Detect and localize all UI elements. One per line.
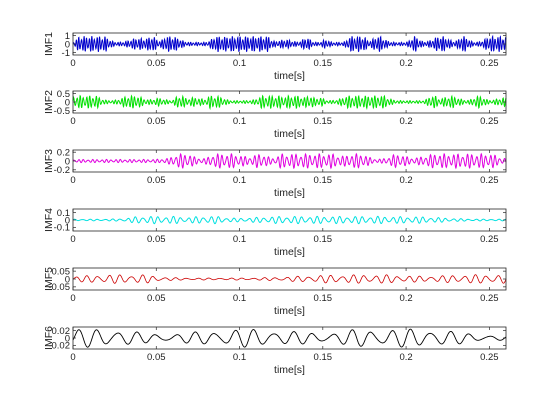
imf-4-ytick-label: -0.1: [54, 223, 70, 234]
imf-2-xlabel: time[s]: [274, 128, 305, 140]
imf-4-series-line: [72, 215, 507, 225]
imf-6-ylabel: IMF6: [43, 326, 55, 350]
imf-1-ytick-label: 0: [65, 39, 70, 50]
imf-4-xtick-label: 0: [70, 234, 75, 245]
imf-4-ytick-label: 0: [65, 215, 70, 226]
imf-3-xtick-label: 0.1: [233, 175, 246, 186]
imf-5-xtick-label: 0.25: [480, 293, 499, 304]
imf-5-xlabel: time[s]: [274, 305, 305, 317]
imf-1-ytick-label: -1: [62, 48, 70, 59]
imf-5-ylabel: IMF5: [43, 267, 55, 291]
imf-2-ytick-label: 0: [65, 97, 70, 108]
imf-2-ylabel: IMF2: [43, 90, 55, 114]
imf-2-ytick-label: -0.5: [54, 106, 70, 117]
imf-3-xtick-label: 0.05: [147, 175, 166, 186]
imf-1-series-line: [72, 34, 507, 53]
imf-5-series-line: [72, 274, 507, 284]
imf-5-xtick-label: 0: [70, 293, 75, 304]
imf-2-xtick-label: 0.1: [233, 116, 246, 127]
imf-3-ytick-label: 0: [65, 156, 70, 167]
imf-1-xtick-label: 0.25: [480, 58, 499, 69]
imf-5-xtick-label: 0.05: [147, 293, 166, 304]
imf-2-xtick-label: 0.2: [399, 116, 412, 127]
imf-4-xtick-label: 0.2: [399, 234, 412, 245]
imf-5-xtick-label: 0.2: [399, 293, 412, 304]
imf-3-series-line: [72, 152, 507, 170]
imf-2-xtick-label: 0.15: [314, 116, 333, 127]
imf-1-xtick-label: 0: [70, 58, 75, 69]
imf-1-xlabel: time[s]: [274, 70, 305, 82]
imf-4-xlabel: time[s]: [274, 246, 305, 258]
imf-1-ytick-label: 1: [65, 31, 70, 42]
imf-5-ytick-label: 0.05: [52, 266, 71, 277]
imf-2-ytick-label: 0.5: [57, 89, 70, 100]
imf-3-xtick-label: 0.15: [314, 175, 333, 186]
imf-4-ylabel: IMF4: [43, 208, 55, 232]
imf-1-xtick-label: 0.05: [147, 58, 166, 69]
imf-5-ytick-label: 0: [65, 274, 70, 285]
imf-6-xtick-label: 0.2: [399, 352, 412, 363]
imf-6-series-line: [72, 328, 507, 348]
imf-4-xtick-label: 0.1: [233, 234, 246, 245]
imf-6-xtick-label: 0.05: [147, 352, 166, 363]
imf-4-ytick-label: 0.1: [57, 208, 70, 219]
imf-6-xtick-label: 0.1: [233, 352, 246, 363]
imf-5-xtick-label: 0.1: [233, 293, 246, 304]
imf-3-xtick-label: 0.2: [399, 175, 412, 186]
imf-4-xtick-label: 0.05: [147, 234, 166, 245]
imf-5-ytick-label: -0.05: [48, 282, 70, 293]
imf-3-ytick-label: -0.2: [54, 165, 70, 176]
imf-2-xtick-label: 0.25: [480, 116, 499, 127]
imf-6-xtick-label: 0.25: [480, 352, 499, 363]
imf-6-ytick-label: 0.02: [52, 326, 71, 337]
imf-6-ytick-label: -0.02: [48, 341, 70, 352]
imf-1-xtick-label: 0.1: [233, 58, 246, 69]
imf-4-xtick-label: 0.15: [314, 234, 333, 245]
imf-3-xlabel: time[s]: [274, 187, 305, 199]
imf-6-xlabel: time[s]: [274, 364, 305, 376]
imf-2-xtick-label: 0: [70, 116, 75, 127]
imf-6-xtick-label: 0.15: [314, 352, 333, 363]
imf-1-ylabel: IMF1: [43, 32, 55, 56]
imf-1-xtick-label: 0.2: [399, 58, 412, 69]
imf-2-series-line: [72, 94, 507, 111]
imf-6-xtick-label: 0: [70, 352, 75, 363]
imf-3-ylabel: IMF3: [43, 149, 55, 173]
imf-3-ytick-label: 0.2: [57, 148, 70, 159]
imf-5-xtick-label: 0.15: [314, 293, 333, 304]
imf-6-ytick-label: 0: [65, 333, 70, 344]
imf-3-xtick-label: 0.25: [480, 175, 499, 186]
imf-1-xtick-label: 0.15: [314, 58, 333, 69]
imf-2-xtick-label: 0.05: [147, 116, 166, 127]
imf-3-xtick-label: 0: [70, 175, 75, 186]
imf-4-xtick-label: 0.25: [480, 234, 499, 245]
